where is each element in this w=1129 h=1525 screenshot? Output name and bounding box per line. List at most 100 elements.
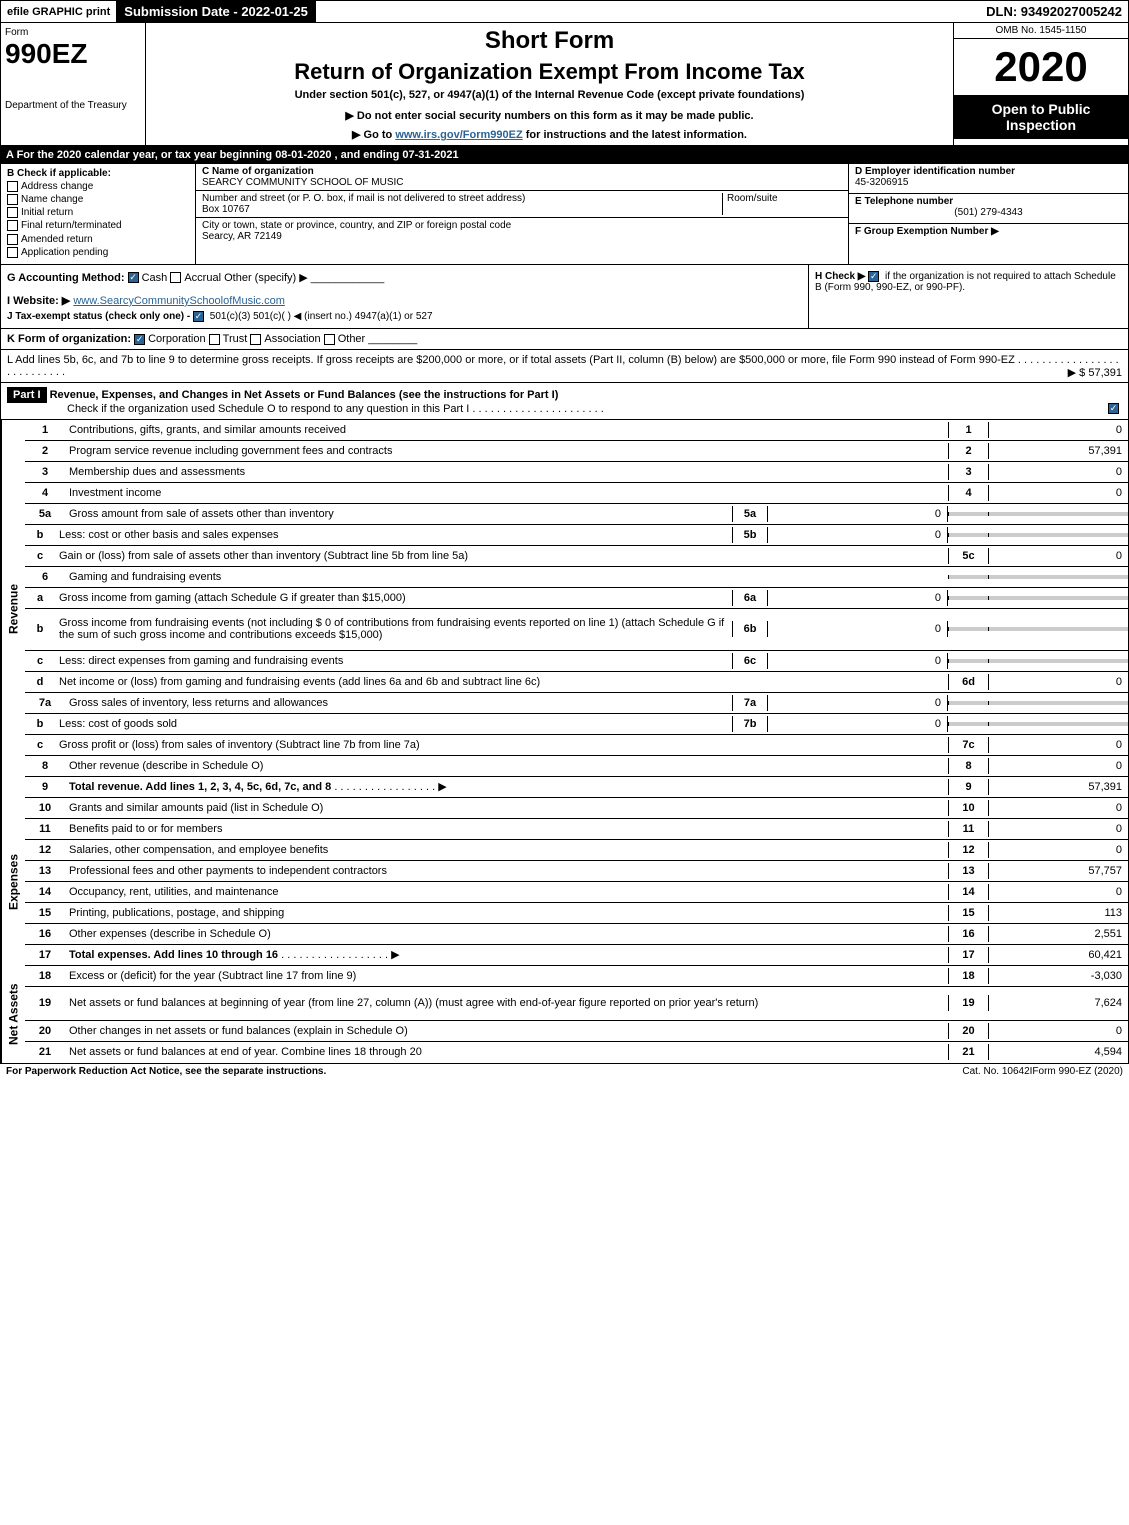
dept-label: Department of the Treasury	[5, 100, 141, 111]
row-7b: bLess: cost of goods sold7b0	[25, 714, 1128, 735]
chk-final-return: Final return/terminated	[7, 220, 189, 231]
j-label: J Tax-exempt status (check only one) -	[7, 311, 190, 322]
checkbox-cash[interactable]	[128, 272, 139, 283]
row-6c: cLess: direct expenses from gaming and f…	[25, 651, 1128, 672]
checkbox-association[interactable]	[250, 334, 261, 345]
row-18: 18Excess or (deficit) for the year (Subt…	[25, 966, 1128, 987]
form-number: 990EZ	[5, 38, 141, 70]
part-1-check-text: Check if the organization used Schedule …	[67, 403, 469, 415]
section-l: L Add lines 5b, 6c, and 7b to line 9 to …	[0, 350, 1129, 383]
footer-right: Form 990-EZ (2020)	[1032, 1066, 1123, 1077]
row-8: 8Other revenue (describe in Schedule O)8…	[25, 756, 1128, 777]
row-7c: cGross profit or (loss) from sales of in…	[25, 735, 1128, 756]
i-label: I Website: ▶	[7, 295, 70, 307]
row-6a: aGross income from gaming (attach Schedu…	[25, 588, 1128, 609]
checkbox-icon[interactable]	[7, 234, 18, 245]
section-b-f: B Check if applicable: Address change Na…	[0, 164, 1129, 265]
row-9: 9Total revenue. Add lines 1, 2, 3, 4, 5c…	[25, 777, 1128, 798]
city-label: City or town, state or province, country…	[202, 220, 511, 231]
row-5a: 5aGross amount from sale of assets other…	[25, 504, 1128, 525]
checkbox-icon[interactable]	[7, 247, 18, 258]
phone-row: E Telephone number (501) 279-4343	[849, 194, 1128, 224]
address-row: Number and street (or P. O. box, if mail…	[196, 191, 848, 218]
org-name: SEARCY COMMUNITY SCHOOL OF MUSIC	[202, 177, 842, 188]
ssn-warning: ▶ Do not enter social security numbers o…	[154, 109, 945, 122]
return-title: Return of Organization Exempt From Incom…	[154, 59, 945, 85]
revenue-section: Revenue 1Contributions, gifts, grants, a…	[0, 420, 1129, 798]
row-12: 12Salaries, other compensation, and empl…	[25, 840, 1128, 861]
checkbox-501c3[interactable]	[193, 311, 204, 322]
row-15: 15Printing, publications, postage, and s…	[25, 903, 1128, 924]
section-g-h: G Accounting Method: Cash Accrual Other …	[0, 265, 1129, 329]
gh-left: G Accounting Method: Cash Accrual Other …	[1, 265, 808, 328]
l-text: L Add lines 5b, 6c, and 7b to line 9 to …	[7, 354, 1015, 366]
checkbox-schedule-o[interactable]	[1108, 403, 1119, 414]
checkbox-icon[interactable]	[7, 220, 18, 231]
chk-initial-return: Initial return	[7, 207, 189, 218]
row-5c: cGain or (loss) from sale of assets othe…	[25, 546, 1128, 567]
h-label: H Check ▶	[815, 271, 865, 282]
row-4: 4Investment income40	[25, 483, 1128, 504]
row-21: 21Net assets or fund balances at end of …	[25, 1042, 1128, 1063]
i-row: I Website: ▶ www.SearcyCommunitySchoolof…	[7, 294, 802, 307]
b-label: B Check if applicable:	[7, 168, 189, 179]
g-row: G Accounting Method: Cash Accrual Other …	[7, 271, 802, 284]
row-6: 6Gaming and fundraising events	[25, 567, 1128, 588]
city-val: Searcy, AR 72149	[202, 231, 511, 242]
chk-amended-return: Amended return	[7, 234, 189, 245]
page-footer: For Paperwork Reduction Act Notice, see …	[0, 1064, 1129, 1079]
footer-left: For Paperwork Reduction Act Notice, see …	[6, 1066, 962, 1077]
expenses-section: Expenses 10Grants and similar amounts pa…	[0, 798, 1129, 966]
chk-address-change: Address change	[7, 181, 189, 192]
form-label: Form	[5, 27, 141, 38]
header-mid: Short Form Return of Organization Exempt…	[146, 23, 953, 145]
top-bar: efile GRAPHIC print Submission Date - 20…	[0, 0, 1129, 23]
footer-mid: Cat. No. 10642I	[962, 1066, 1032, 1077]
row-14: 14Occupancy, rent, utilities, and mainte…	[25, 882, 1128, 903]
checkbox-trust[interactable]	[209, 334, 220, 345]
row-1: 1Contributions, gifts, grants, and simil…	[25, 420, 1128, 441]
checkbox-icon[interactable]	[7, 207, 18, 218]
row-3: 3Membership dues and assessments30	[25, 462, 1128, 483]
row-7a: 7aGross sales of inventory, less returns…	[25, 693, 1128, 714]
part-1-label: Part I	[7, 387, 47, 403]
goto-post: for instructions and the latest informat…	[526, 129, 747, 141]
checkbox-icon[interactable]	[7, 181, 18, 192]
irs-link[interactable]: www.irs.gov/Form990EZ	[395, 129, 522, 141]
section-b: B Check if applicable: Address change Na…	[1, 164, 196, 264]
e-label: E Telephone number	[855, 196, 1122, 207]
c-label: C Name of organization	[202, 166, 842, 177]
room-label: Room/suite	[727, 193, 842, 204]
expenses-side-label: Expenses	[1, 798, 25, 966]
checkbox-corporation[interactable]	[134, 334, 145, 345]
submission-date: Submission Date - 2022-01-25	[116, 1, 316, 22]
group-exemption-row: F Group Exemption Number ▶	[849, 224, 1128, 254]
bar-a: A For the 2020 calendar year, or tax yea…	[0, 146, 1129, 164]
tax-year: 2020	[954, 39, 1128, 95]
website-link[interactable]: www.SearcyCommunitySchoolofMusic.com	[73, 295, 285, 307]
section-d-e-f: D Employer identification number 45-3206…	[848, 164, 1128, 264]
revenue-side-label: Revenue	[1, 420, 25, 798]
section-c: C Name of organization SEARCY COMMUNITY …	[196, 164, 848, 264]
checkbox-h[interactable]	[868, 271, 879, 282]
row-2: 2Program service revenue including gover…	[25, 441, 1128, 462]
checkbox-accrual[interactable]	[170, 272, 181, 283]
goto-line: ▶ Go to www.irs.gov/Form990EZ for instru…	[154, 128, 945, 141]
chk-application-pending: Application pending	[7, 247, 189, 258]
addr-label: Number and street (or P. O. box, if mail…	[202, 193, 722, 204]
row-6b: bGross income from fundraising events (n…	[25, 609, 1128, 651]
ein-row: D Employer identification number 45-3206…	[849, 164, 1128, 194]
row-20: 20Other changes in net assets or fund ba…	[25, 1021, 1128, 1042]
addr-val: Box 10767	[202, 204, 722, 215]
j-row: J Tax-exempt status (check only one) - 5…	[7, 311, 802, 322]
form-header: Form 990EZ Department of the Treasury Sh…	[0, 23, 1129, 146]
checkbox-other[interactable]	[324, 334, 335, 345]
dln-label: DLN: 93492027005242	[980, 2, 1128, 21]
chk-name-change: Name change	[7, 194, 189, 205]
net-assets-section: Net Assets 18Excess or (deficit) for the…	[0, 966, 1129, 1064]
checkbox-icon[interactable]	[7, 194, 18, 205]
f-label: F Group Exemption Number ▶	[855, 226, 1122, 237]
under-section: Under section 501(c), 527, or 4947(a)(1)…	[154, 89, 945, 101]
phone-val: (501) 279-4343	[855, 207, 1122, 218]
header-left: Form 990EZ Department of the Treasury	[1, 23, 146, 145]
